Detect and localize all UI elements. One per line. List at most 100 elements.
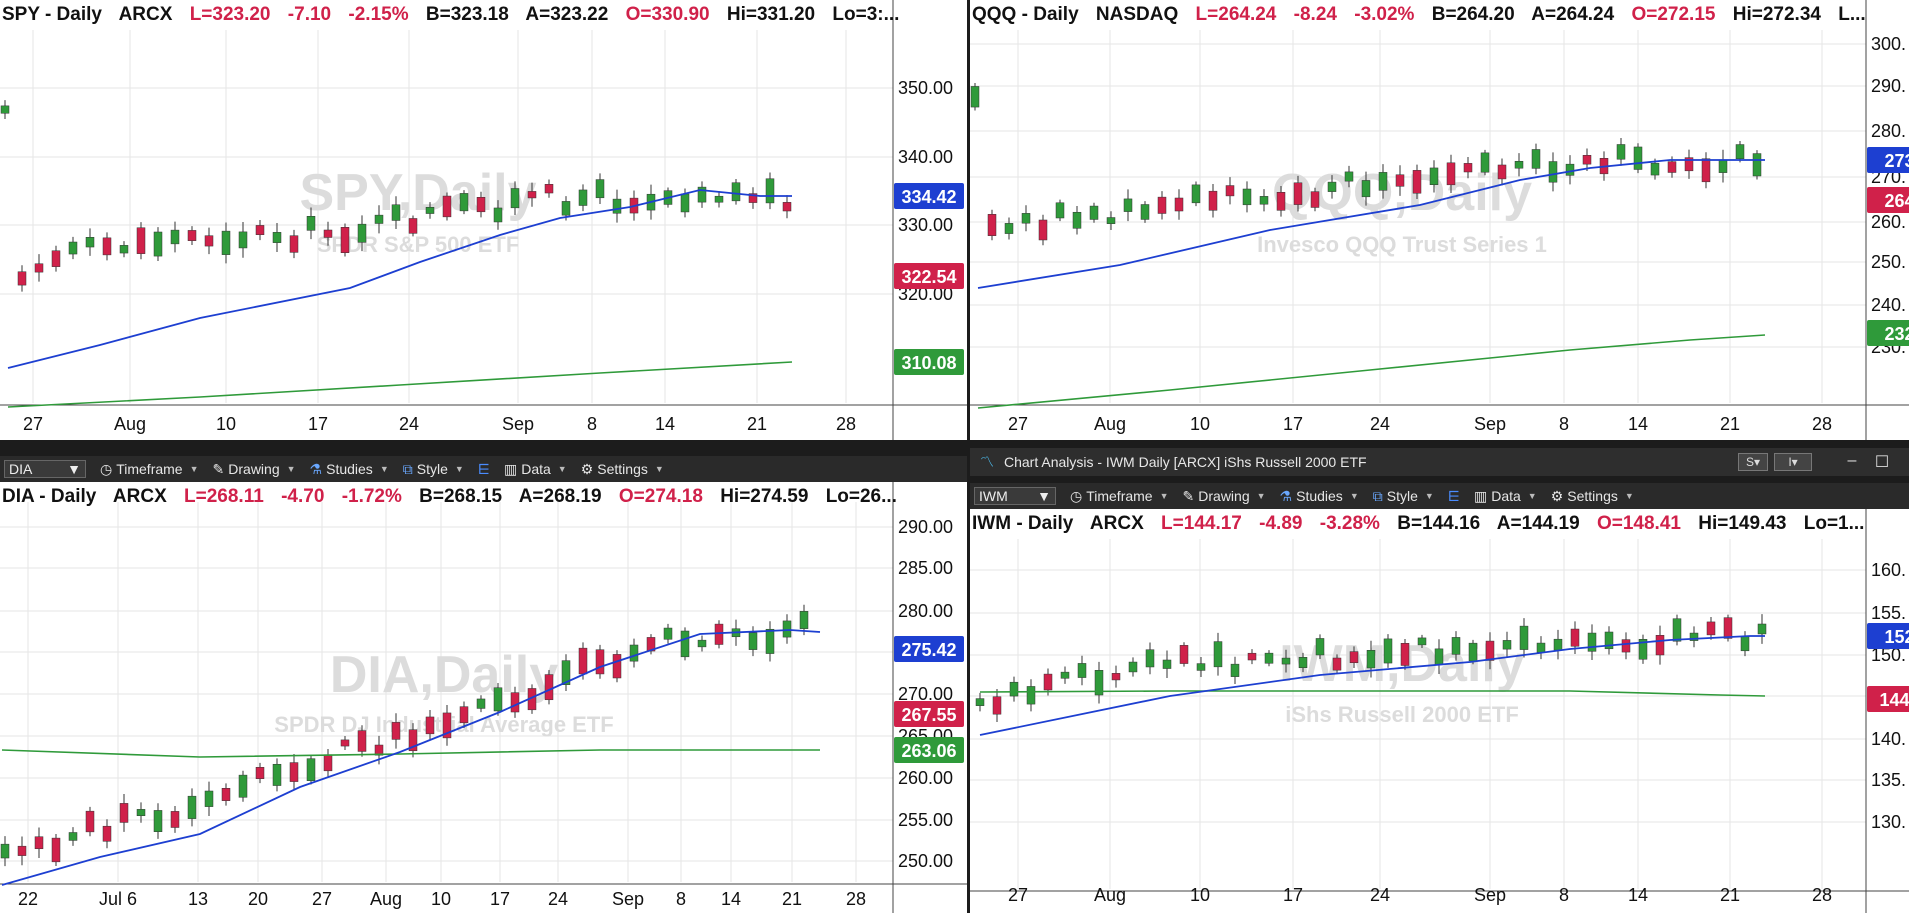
- candle-body: [1531, 149, 1541, 169]
- net-change: -8.24: [1293, 4, 1337, 25]
- date-tick-label: 14: [655, 414, 675, 434]
- price-badge-label: 322.54: [901, 267, 956, 287]
- data-label: Data: [521, 461, 551, 477]
- candle-body: [17, 845, 27, 856]
- date-tick-label: 17: [1283, 885, 1303, 905]
- layout-button[interactable]: ⋿: [1448, 488, 1460, 505]
- candle-body: [510, 188, 520, 209]
- style-menu[interactable]: ⧉ Style ▼: [1373, 488, 1434, 505]
- layout-button[interactable]: ⋿: [478, 461, 490, 478]
- chevron-down-icon: ▼: [454, 464, 464, 474]
- chart-pane-iwm[interactable]: IWM - Daily ARCX L=144.17 -4.89 -3.28% B…: [970, 509, 1909, 913]
- candle-body: [255, 767, 265, 779]
- style-icon: ⧉: [402, 460, 413, 477]
- chart-pane-dia[interactable]: DIA - Daily ARCX L=268.11 -4.70 -1.72% B…: [0, 482, 967, 913]
- settings-menu[interactable]: ⚙ Settings ▼: [1551, 488, 1634, 505]
- candle-body: [1701, 158, 1711, 183]
- chart-canvas[interactable]: IWM,DailyiShs Russell 2000 ETF160.155.15…: [970, 509, 1909, 913]
- candle-body: [221, 788, 231, 801]
- symbol-label: QQQ - Daily: [972, 4, 1079, 25]
- candle-body: [697, 639, 707, 648]
- date-tick-label: 10: [1190, 414, 1210, 434]
- open-price: O=330.90: [625, 4, 710, 25]
- chart-pane-qqq[interactable]: QQQ - Daily NASDAQ L=264.24 -8.24 -3.02%…: [970, 0, 1909, 440]
- candle-body: [992, 696, 1002, 715]
- candle-body: [153, 810, 163, 832]
- studies-menu[interactable]: ⚗ Studies ▼: [1280, 488, 1359, 505]
- date-tick-label: Jul 6: [99, 889, 137, 909]
- candle-body: [1429, 167, 1439, 185]
- candle-body: [1519, 625, 1529, 650]
- price-badge-label: 232.: [1884, 324, 1909, 344]
- price-badge-label: 273.: [1884, 151, 1909, 171]
- date-tick-label: 14: [1628, 414, 1648, 434]
- date-tick-label: Aug: [114, 414, 146, 434]
- info-button[interactable]: I ▾: [1774, 453, 1812, 471]
- chart-toolbar-dia: DIA ▼ ◷ Timeframe ▼ ✎ Drawing ▼ ⚗ Studies ▼ ⧉ St…: [0, 456, 967, 482]
- data-menu[interactable]: ▥ Data ▼: [1474, 488, 1537, 505]
- candle-body: [374, 214, 384, 224]
- date-tick-label: 27: [1008, 414, 1028, 434]
- candle-body: [238, 231, 248, 249]
- symbol-selector[interactable]: IWM ▼: [974, 487, 1056, 505]
- date-tick-label: 28: [1812, 414, 1832, 434]
- minimize-icon[interactable]: –: [1847, 452, 1857, 469]
- open-price: O=148.41: [1596, 513, 1681, 534]
- maximize-icon[interactable]: ☐: [1874, 454, 1890, 471]
- data-menu[interactable]: ▥ Data ▼: [504, 461, 567, 478]
- last-price: L=264.24: [1195, 4, 1277, 25]
- drawing-menu[interactable]: ✎ Drawing ▼: [1183, 488, 1266, 505]
- price-badge-label: 310.08: [901, 353, 956, 373]
- pct-change: -3.28%: [1319, 513, 1380, 534]
- date-tick-label: 8: [1559, 885, 1569, 905]
- candle-body: [765, 628, 775, 654]
- symbol-selector[interactable]: DIA ▼: [4, 460, 86, 478]
- candle-body: [170, 229, 180, 245]
- candle-body: [1565, 163, 1575, 176]
- candle-body: [1281, 657, 1291, 665]
- chart-pane-spy[interactable]: SPY - Daily ARCX L=323.20 -7.10 -2.15% B…: [0, 0, 967, 440]
- candle-body: [187, 230, 197, 241]
- settings-menu[interactable]: ⚙ Settings ▼: [581, 461, 664, 478]
- date-tick-label: 17: [490, 889, 510, 909]
- drawing-menu[interactable]: ✎ Drawing ▼: [213, 461, 296, 478]
- style-menu[interactable]: ⧉ Style ▼: [403, 461, 464, 478]
- date-tick-label: 8: [587, 414, 597, 434]
- candle-body: [1327, 181, 1337, 192]
- timeframe-menu[interactable]: ◷ Timeframe ▼: [1070, 488, 1169, 505]
- candle-body: [272, 232, 282, 243]
- candle-body: [1060, 671, 1070, 679]
- date-tick-label: 22: [18, 889, 38, 909]
- date-tick-label: 24: [548, 889, 568, 909]
- candle-body: [374, 744, 384, 756]
- candle-body: [1111, 673, 1121, 681]
- candle-body: [1434, 648, 1444, 665]
- timeframe-menu[interactable]: ◷ Timeframe ▼: [100, 461, 199, 478]
- chart-window-titlebar[interactable]: 〽 Chart Analysis - IWM Daily [ARCX] iShs…: [970, 448, 1909, 476]
- candle-body: [1157, 196, 1167, 214]
- candle-body: [1536, 642, 1546, 653]
- price-badge-label: 267.55: [901, 705, 956, 725]
- sync-button[interactable]: S ▾: [1738, 453, 1768, 471]
- candle-body: [714, 623, 724, 645]
- price-badge: [894, 737, 964, 763]
- candle-body: [1174, 197, 1184, 212]
- candle-body: [1349, 651, 1359, 663]
- candle-body: [1395, 174, 1405, 187]
- candle-body: [0, 843, 10, 859]
- bar-chart-icon: ▥: [503, 460, 518, 477]
- candle-body: [1463, 163, 1473, 173]
- last-price: L=144.17: [1161, 513, 1242, 534]
- candle-body: [119, 245, 129, 254]
- candle-body: [425, 716, 435, 735]
- candle-body: [782, 202, 792, 212]
- date-tick-label: 27: [23, 414, 43, 434]
- studies-menu[interactable]: ⚗ Studies ▼: [310, 461, 389, 478]
- date-tick-label: 21: [1720, 414, 1740, 434]
- exchange-label: ARCX: [118, 4, 173, 25]
- candle-body: [782, 620, 792, 638]
- candle-body: [1638, 639, 1648, 660]
